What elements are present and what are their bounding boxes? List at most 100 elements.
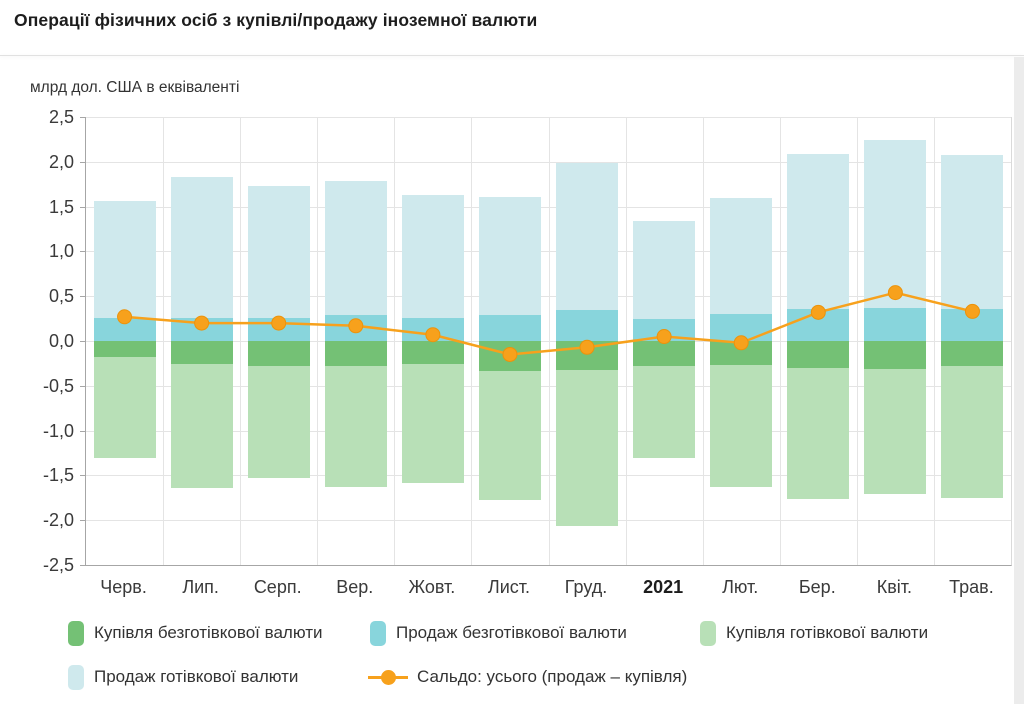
bar-segment [478,371,541,501]
y-axis-tick [80,430,85,432]
gridline-vertical [548,117,550,565]
legend-label: Купівля готівкової валюти [726,623,929,642]
gridline-vertical [625,117,627,565]
y-axis-tick [80,565,85,566]
x-tick-label: Лист. [487,577,531,597]
legend-swatch [370,620,386,646]
bar-segment [93,341,156,358]
bar-segment [478,341,541,372]
y-tick-label: 2,5 [48,107,74,127]
y-tick-label: -0,5 [42,375,74,396]
bar-segment [401,341,464,365]
gridline-vertical [471,117,473,565]
y-tick-label: 0,5 [48,286,74,307]
bar-segment [93,201,156,318]
gridline-vertical [163,117,165,565]
bar-segment [170,177,233,318]
bar-segment [401,364,464,483]
legend-item[interactable]: Сальдо: усього (продаж – купівля) [368,664,687,690]
bar-segment [941,308,1004,341]
legend-item[interactable]: Продаж безготівкової валюти [370,620,627,646]
bar-segment [633,366,696,459]
bar-segment [941,154,1004,309]
x-tick-label: Серп. [253,577,302,597]
y-axis-tick [80,341,85,342]
y-axis-tick [80,475,85,477]
bar-segment [401,194,464,318]
x-tick-label: Жовт. [408,577,456,597]
bar-segment [556,341,619,370]
bar-segment [170,364,233,488]
legend-swatch [700,620,716,646]
legend-label: Продаж готівкової валюти [94,667,299,686]
bar-segment [93,357,156,459]
bar-segment [941,366,1004,498]
legend-item[interactable]: Купівля безготівкової валюти [68,620,323,646]
bar-segment [864,140,927,308]
gridline-vertical [779,117,781,565]
bar-segment [324,366,387,488]
right-scroll-gutter [1014,57,1024,704]
bar-segment [787,341,850,368]
y-tick-label: -2,0 [42,510,74,531]
bar-segment [710,341,773,366]
bar-segment [556,162,619,310]
bar-segment [247,185,310,318]
y-tick-label: 0,0 [48,331,74,351]
bar-segment [710,197,773,315]
y-tick-label: 1,5 [48,196,74,217]
bar-segment [556,309,619,341]
bar-segment [633,220,696,320]
y-axis-tick [80,251,85,253]
bar-segment [633,319,696,341]
bar-segment [710,365,773,488]
x-tick-label: Бер. [798,577,836,597]
bar-segment [170,341,233,365]
y-axis-tick [80,206,85,208]
y-axis-tick [80,117,85,118]
bar-segment [324,341,387,367]
y-axis-labels: 2,5 2,0 1,5 1,0 0,5 0,0 -0,5 -1,0 -1,5 -2,0 -2,5 [0,107,74,575]
bar-segment [324,180,387,315]
gridline-vertical [702,117,704,565]
plot-area [80,117,1012,566]
bar-segment [864,307,927,341]
x-tick-label: Черв. [100,577,147,597]
x-tick-label: Лют. [722,577,759,597]
x-tick-label: Вер. [336,577,374,597]
bar-segment [478,196,541,315]
x-tick-label: 2021 [643,577,684,597]
bar-segment [864,341,927,369]
legend-item[interactable]: Купівля готівкової валюти [700,620,928,646]
y-axis-tick [80,296,85,298]
gridline-vertical [933,117,935,565]
legend-label: Купівля безготівкової валюти [94,623,323,642]
bar-segment [710,314,773,341]
x-tick-label: Груд. [564,577,608,597]
x-axis-labels: Черв. Лип. Серп. Вер. Жовт. Лист. Груд. 2021 Лют… [85,577,1010,601]
y-tick-label: 1,0 [48,241,74,262]
y-axis-unit-label: млрд дол. США в еквіваленті [30,79,240,96]
y-axis-tick [80,385,85,387]
title-divider [0,55,1024,56]
bar-segment [247,366,310,479]
legend-swatch [68,620,84,646]
bar-segment [633,341,696,367]
y-tick-label: -1,5 [42,465,74,486]
gridline-vertical [240,117,242,565]
bar-segment [170,317,233,341]
bar-segment [556,369,619,526]
y-tick-label: -2,5 [42,555,74,575]
y-axis-tick [80,520,85,522]
gridline-vertical [317,117,319,565]
bar-segment [941,341,1004,367]
saldo-legend-icon [368,669,408,685]
y-axis-tick [80,161,85,163]
bar-segment [787,367,850,499]
legend-item[interactable]: Продаж готівкової валюти [68,664,298,690]
bar-segment [401,317,464,341]
legend-swatch [68,664,84,690]
x-tick-label: Лип. [182,577,219,597]
y-tick-label: -1,0 [42,420,74,441]
